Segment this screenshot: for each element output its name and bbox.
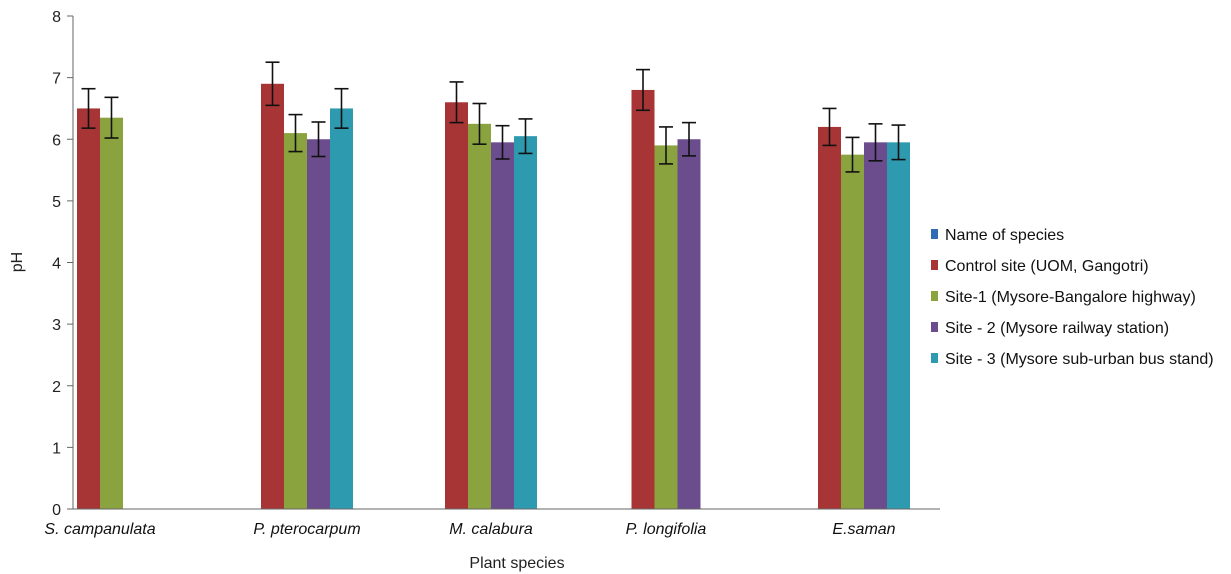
y-axis-title: pH: [9, 252, 26, 272]
bar: [468, 123, 491, 509]
x-tick-label: S. campanulata: [44, 521, 155, 538]
bar: [491, 142, 514, 510]
x-axis-title: Plant species: [469, 555, 564, 572]
legend-swatch: [931, 229, 938, 239]
legend-swatch: [931, 291, 938, 301]
legend-label: Site - 2 (Mysore railway station): [945, 320, 1169, 337]
y-tick-label: 6: [52, 132, 61, 149]
bar: [631, 89, 655, 509]
bar: [841, 154, 864, 509]
legend: Name of species Control site (UOM, Gangot…: [931, 227, 1214, 368]
y-tick-label: 3: [52, 317, 61, 334]
y-tick-label: 1: [52, 440, 61, 457]
y-tick-label: 2: [52, 379, 61, 396]
bar: [654, 145, 678, 509]
bar: [445, 102, 468, 510]
bar: [100, 117, 123, 510]
error-bars-group: [81, 61, 906, 173]
legend-swatch: [931, 260, 938, 270]
bar: [261, 83, 284, 509]
legend-label: Name of species: [945, 227, 1064, 244]
y-tick-label: 4: [52, 256, 61, 273]
legend-swatch: [931, 322, 938, 332]
y-tick-label: 0: [52, 502, 61, 519]
bar: [864, 142, 887, 510]
bar: [887, 142, 910, 510]
x-tick-label: P. pterocarpum: [253, 521, 360, 538]
x-tick-label: E.saman: [832, 521, 895, 538]
legend-label: Site - 3 (Mysore sub-urban bus stand): [945, 351, 1214, 368]
bar: [77, 108, 100, 509]
legend-label: Site-1 (Mysore-Bangalore highway): [945, 289, 1196, 306]
x-tick-label: M. calabura: [449, 521, 533, 538]
y-axis: 0 1 2 3 4 5 6 7 8: [52, 9, 74, 519]
bar: [818, 126, 841, 510]
bar: [284, 133, 307, 509]
legend-swatch: [931, 353, 938, 363]
x-tick-label: P. longifolia: [626, 521, 707, 538]
legend-label: Control site (UOM, Gangotri): [945, 258, 1149, 275]
bar: [514, 136, 537, 509]
y-tick-label: 8: [52, 9, 61, 26]
bar: [330, 108, 353, 509]
y-tick-label: 5: [52, 194, 61, 211]
x-axis: S. campanulata P. pterocarpum M. calabura P…: [44, 508, 940, 538]
y-tick-label: 7: [52, 71, 61, 88]
bars-group: [77, 83, 910, 510]
bar: [677, 139, 701, 509]
bar: [307, 139, 330, 509]
